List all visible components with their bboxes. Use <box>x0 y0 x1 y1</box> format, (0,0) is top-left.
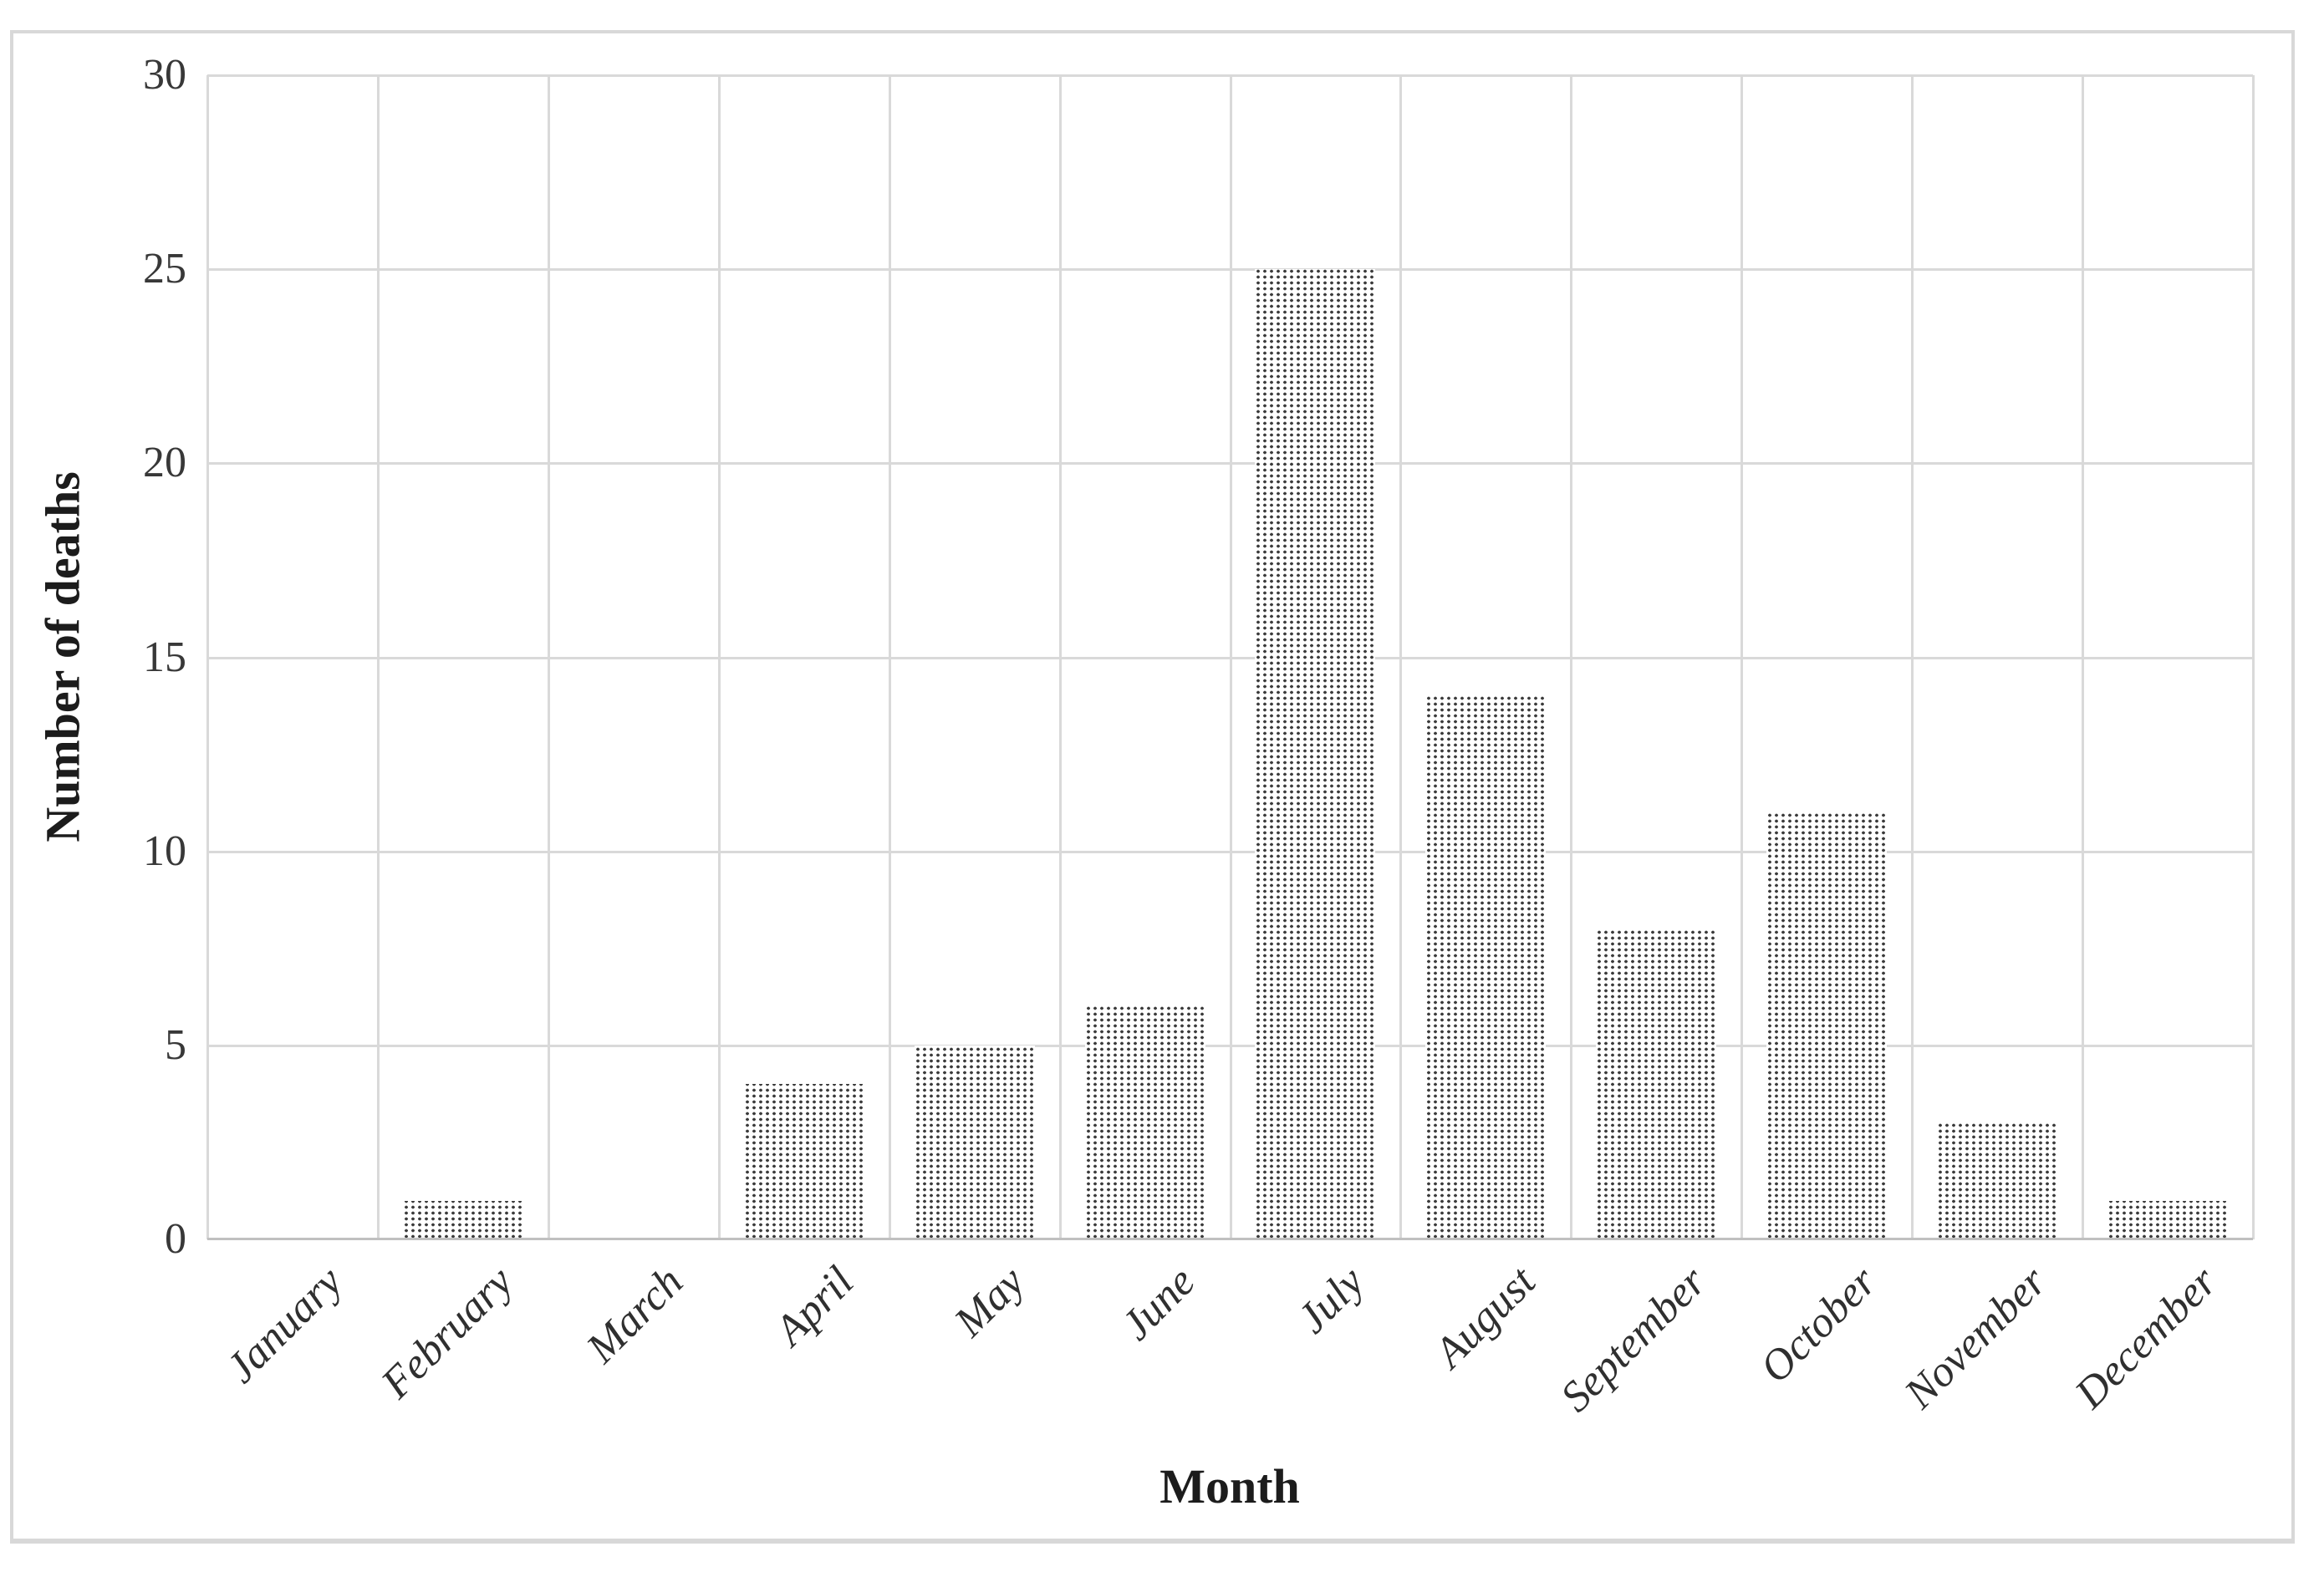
bar-july <box>1255 269 1375 1239</box>
horizontal-gridline <box>207 74 2253 77</box>
bar-august <box>1425 696 1546 1239</box>
bar-february <box>403 1201 523 1239</box>
bar-april <box>744 1084 864 1239</box>
horizontal-gridline <box>207 268 2253 271</box>
y-axis-tick-label: 10 <box>143 827 186 875</box>
y-axis-tick-label: 30 <box>143 51 186 99</box>
y-axis-tick-label: 5 <box>165 1021 186 1069</box>
y-axis-title: Number of deaths <box>35 471 90 842</box>
y-axis-tick-label: 20 <box>143 439 186 486</box>
x-axis-title: Month <box>1159 1459 1300 1513</box>
plot-area <box>206 74 2255 1240</box>
y-axis-tick-label: 0 <box>165 1215 186 1263</box>
y-axis-tick-label: 15 <box>143 633 186 681</box>
vertical-gridline <box>2252 75 2255 1239</box>
bar-october <box>1766 812 1887 1239</box>
bar-june <box>1085 1006 1205 1239</box>
y-axis-tick-label: 25 <box>143 245 186 293</box>
x-axis-line <box>207 1238 2253 1240</box>
bar-november <box>1937 1123 2057 1239</box>
horizontal-gridline <box>207 657 2253 659</box>
bar-september <box>1596 929 1716 1239</box>
bar-december <box>2107 1201 2228 1239</box>
horizontal-gridline <box>207 851 2253 853</box>
bar-may <box>915 1045 1035 1239</box>
horizontal-gridline <box>207 1045 2253 1047</box>
horizontal-gridline <box>207 462 2253 465</box>
